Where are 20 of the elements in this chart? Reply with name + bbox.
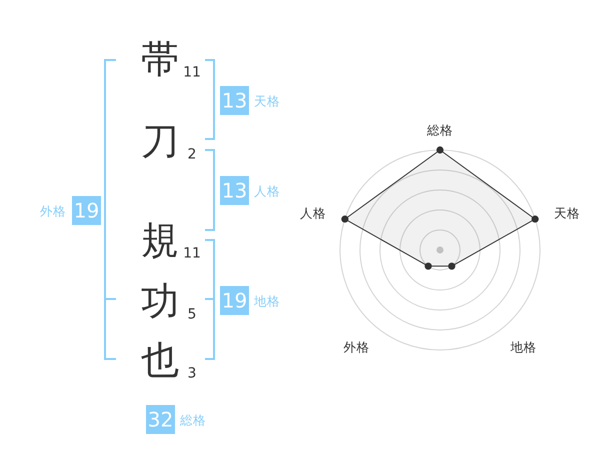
data-label: 11: [183, 64, 201, 80]
data-label: 11: [183, 246, 201, 262]
spoke-label: 人格: [300, 205, 326, 220]
category-label: 刀: [141, 119, 179, 163]
spoke-label: 地格: [510, 340, 537, 355]
category-label: 規: [141, 218, 179, 262]
spoke-label: 総格: [426, 122, 453, 138]
text: 天格: [254, 94, 280, 108]
category-label: 功: [141, 279, 179, 323]
spoke-label: 外格: [343, 340, 370, 355]
category-label: 也: [141, 338, 179, 382]
spoke-label: 天格: [554, 205, 580, 220]
text: 人格: [254, 184, 280, 198]
text: 総格: [179, 412, 206, 428]
text: 地格: [253, 294, 280, 308]
data-label: 2: [188, 146, 196, 162]
category-label: 帯: [141, 37, 179, 81]
data-label: 5: [188, 306, 196, 322]
text: 外格: [40, 204, 66, 218]
data-label: 3: [188, 366, 196, 382]
